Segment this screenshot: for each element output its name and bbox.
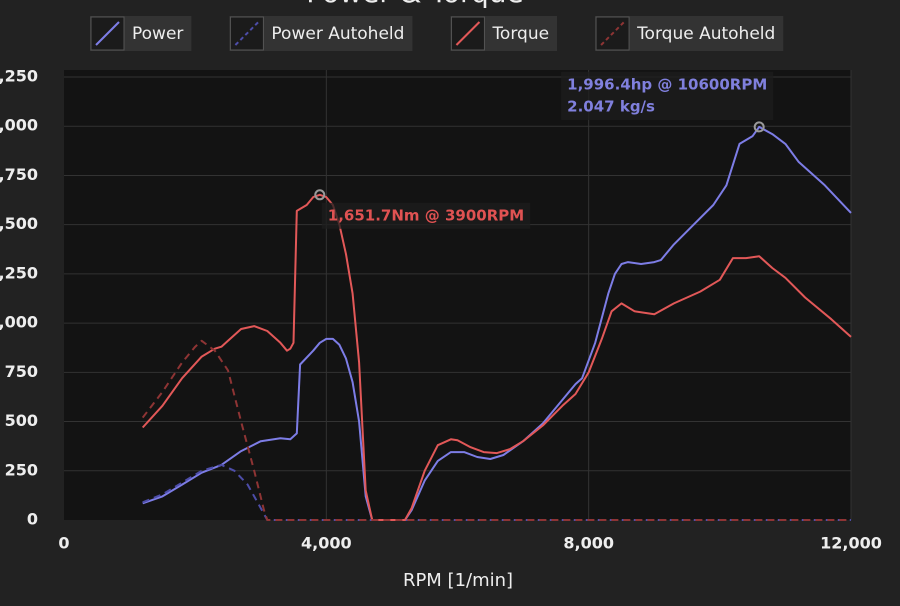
legend-line (95, 21, 120, 46)
y-tick-label: 1,250 (0, 263, 38, 282)
legend-item: Torque (450, 16, 558, 51)
peak-marker (314, 189, 326, 201)
annotation-text: 2.047 kg/s (567, 97, 655, 115)
legend-line (234, 21, 260, 46)
y-tick-label: 750 (5, 362, 38, 381)
x-tick-label: 0 (58, 534, 69, 553)
legend-label: Torque (491, 24, 549, 44)
x-tick-label: 4,000 (301, 534, 352, 553)
annotation: 1,996.4hp @ 10600RPM 2.047 kg/s (561, 71, 774, 120)
y-tick-label: 1,750 (0, 165, 38, 184)
y-tick-label: 1,500 (0, 214, 38, 233)
legend-line (455, 21, 481, 46)
plot-area (64, 70, 851, 520)
series-line (142, 125, 852, 521)
x-tick-label: 12,000 (820, 534, 882, 553)
annotation-background (561, 71, 774, 120)
y-tick-label: 2,000 (0, 116, 38, 135)
x-tick-label: 8,000 (563, 534, 614, 553)
series-line (141, 339, 851, 521)
legend-line (600, 21, 625, 46)
legend-label: Torque Autoheld (636, 24, 775, 44)
peak-marker (753, 121, 765, 133)
legend-item: Torque Autoheld (595, 16, 784, 51)
legend-label: Power Autoheld (271, 24, 404, 44)
y-tick-label: 250 (5, 460, 38, 479)
legend-label: Power (132, 24, 183, 44)
annotation-background (321, 202, 531, 229)
x-axis-label: RPM [1/min] (403, 570, 513, 591)
y-tick-label: 0 (27, 510, 38, 529)
y-tick-label: 1,000 (0, 313, 38, 332)
annotation-text: 1,651.7Nm @ 3900RPM (328, 206, 524, 224)
chart-title: Power & Torque (306, 0, 524, 9)
legend-item: Power Autoheld (229, 16, 413, 51)
legend-item: Power (90, 16, 192, 51)
annotation: 1,651.7Nm @ 3900RPM (321, 202, 531, 229)
y-tick-label: 500 (5, 411, 38, 430)
series-line (141, 193, 852, 521)
y-tick-label: 2,250 (0, 67, 38, 86)
annotation-text: 1,996.4hp @ 10600RPM (567, 75, 767, 93)
